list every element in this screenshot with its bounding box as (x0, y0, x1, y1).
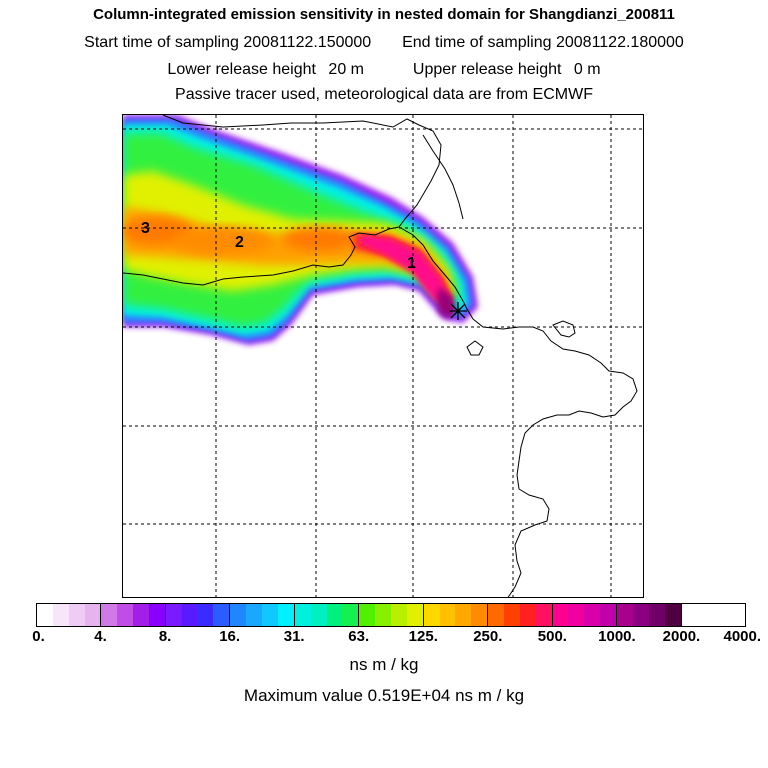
color-scale-bar (36, 603, 746, 627)
color-scale-swatch (213, 604, 230, 626)
color-scale-swatch (664, 604, 681, 626)
upper-height-value: 0 m (573, 61, 601, 78)
color-scale-swatch (375, 604, 391, 626)
end-time-label: End time of sampling (402, 34, 552, 51)
color-scale-segment (488, 604, 553, 626)
color-scale-segment (294, 604, 360, 626)
color-scale-segment (617, 604, 682, 626)
color-scale-swatch (552, 604, 569, 626)
color-scale-tick-label: 250. (473, 628, 503, 645)
color-scale-tick-label: 4. (94, 628, 107, 645)
sampling-times: Start time of sampling 20081122.150000 E… (0, 34, 768, 52)
color-scale-swatch (84, 604, 101, 626)
color-scale-swatch (326, 604, 343, 626)
color-scale-swatch (117, 604, 134, 626)
color-scale-units: ns m / kg (349, 655, 419, 674)
coastline-island (466, 340, 484, 356)
color-scale-swatch (342, 604, 359, 626)
start-time-value: 20081122.150000 (243, 34, 372, 51)
tracer-info: Passive tracer used, meteorological data… (175, 86, 593, 103)
color-scale-tick-label: 2000. (662, 628, 701, 645)
color-scale-segment (682, 604, 745, 626)
plot-title: Column-integrated emission sensitivity i… (93, 6, 675, 23)
sensitivity-plume (123, 115, 478, 345)
cluster-label-1: 1 (407, 255, 416, 272)
map-panel: 3 2 1 (122, 114, 644, 598)
color-scale-segment (165, 604, 231, 626)
color-scale-segment (359, 604, 424, 626)
color-scale-swatch (648, 604, 665, 626)
release-heights: Lower release height 20 m Upper release … (0, 61, 768, 79)
color-scale-swatch (406, 604, 423, 626)
color-scale-swatch (390, 604, 407, 626)
color-scale-swatch (632, 604, 649, 626)
lat-lon-grid (123, 115, 643, 597)
coastline-eastern-inlet (552, 320, 576, 338)
color-scale-swatch (617, 604, 633, 626)
color-scale-swatch (504, 604, 520, 626)
end-time-value: 20081122.180000 (555, 34, 684, 51)
color-scale-swatch (133, 604, 150, 626)
release-point-star-icon (449, 302, 467, 320)
color-scale-segment (552, 604, 618, 626)
coastline-north-east (422, 134, 464, 220)
coastline-north (162, 115, 442, 228)
color-scale-swatch (37, 604, 53, 626)
color-scale-swatch (262, 604, 278, 626)
color-scale-tick-label: 63. (348, 628, 370, 645)
color-scale-tick-label: 125. (408, 628, 438, 645)
coastline-bay (123, 226, 400, 286)
color-scale-swatch (359, 604, 376, 626)
color-scale-swatch (584, 604, 601, 626)
color-scale-swatch (165, 604, 182, 626)
coastline-south (507, 410, 604, 597)
lower-height-value: 20 m (328, 61, 364, 78)
color-scale-tick-label: 31. (283, 628, 305, 645)
plume-layer-magenta (359, 235, 451, 307)
coastline-east (472, 318, 638, 418)
color-scale-tick-label: 0. (32, 628, 45, 645)
lower-height-label: Lower release height (167, 61, 316, 78)
color-scale-swatch (149, 604, 165, 626)
color-scale-swatch (68, 604, 85, 626)
upper-height-label: Upper release height (412, 61, 562, 78)
color-scale-swatch (519, 604, 536, 626)
color-scale-swatch (181, 604, 198, 626)
color-scale-swatch (568, 604, 585, 626)
color-scale-swatch (600, 604, 617, 626)
color-scale-swatch (310, 604, 327, 626)
plume-hotspot-2 (173, 227, 273, 255)
color-scale-swatch (197, 604, 214, 626)
color-scale-swatch (230, 604, 247, 626)
color-scale-swatch (488, 604, 505, 626)
cluster-label-3: 3 (141, 220, 150, 237)
color-scale-tick-label: 1000. (598, 628, 636, 645)
plume-hotspot-mid (283, 227, 355, 251)
color-scale-swatch (246, 604, 263, 626)
coastline-peninsula (398, 226, 474, 320)
color-scale-swatch (277, 604, 294, 626)
color-scale-swatch (101, 604, 118, 626)
maximum-value: Maximum value 0.519E+04 ns m / kg (243, 686, 525, 705)
color-scale-swatch (455, 604, 472, 626)
color-scale-swatch (52, 604, 69, 626)
color-scale-swatch (535, 604, 552, 626)
color-scale-swatch (439, 604, 456, 626)
color-scale-segment (101, 604, 166, 626)
start-time-label: Start time of sampling (84, 34, 239, 51)
cluster-label-2: 2 (235, 234, 244, 251)
color-scale-tick-label: 8. (158, 628, 172, 645)
color-scale-segment (423, 604, 489, 626)
color-scale-tick-label: 500. (537, 628, 567, 645)
color-scale-segment (37, 604, 102, 626)
color-scale-segment (230, 604, 295, 626)
color-scale-swatch (294, 604, 311, 626)
color-scale-swatch (423, 604, 440, 626)
color-scale-tick-label: 16. (219, 628, 241, 645)
color-scale-swatch (471, 604, 488, 626)
color-scale-tick-label: 4000. (723, 628, 762, 645)
sensitivity-map: 3 2 1 (123, 115, 643, 597)
